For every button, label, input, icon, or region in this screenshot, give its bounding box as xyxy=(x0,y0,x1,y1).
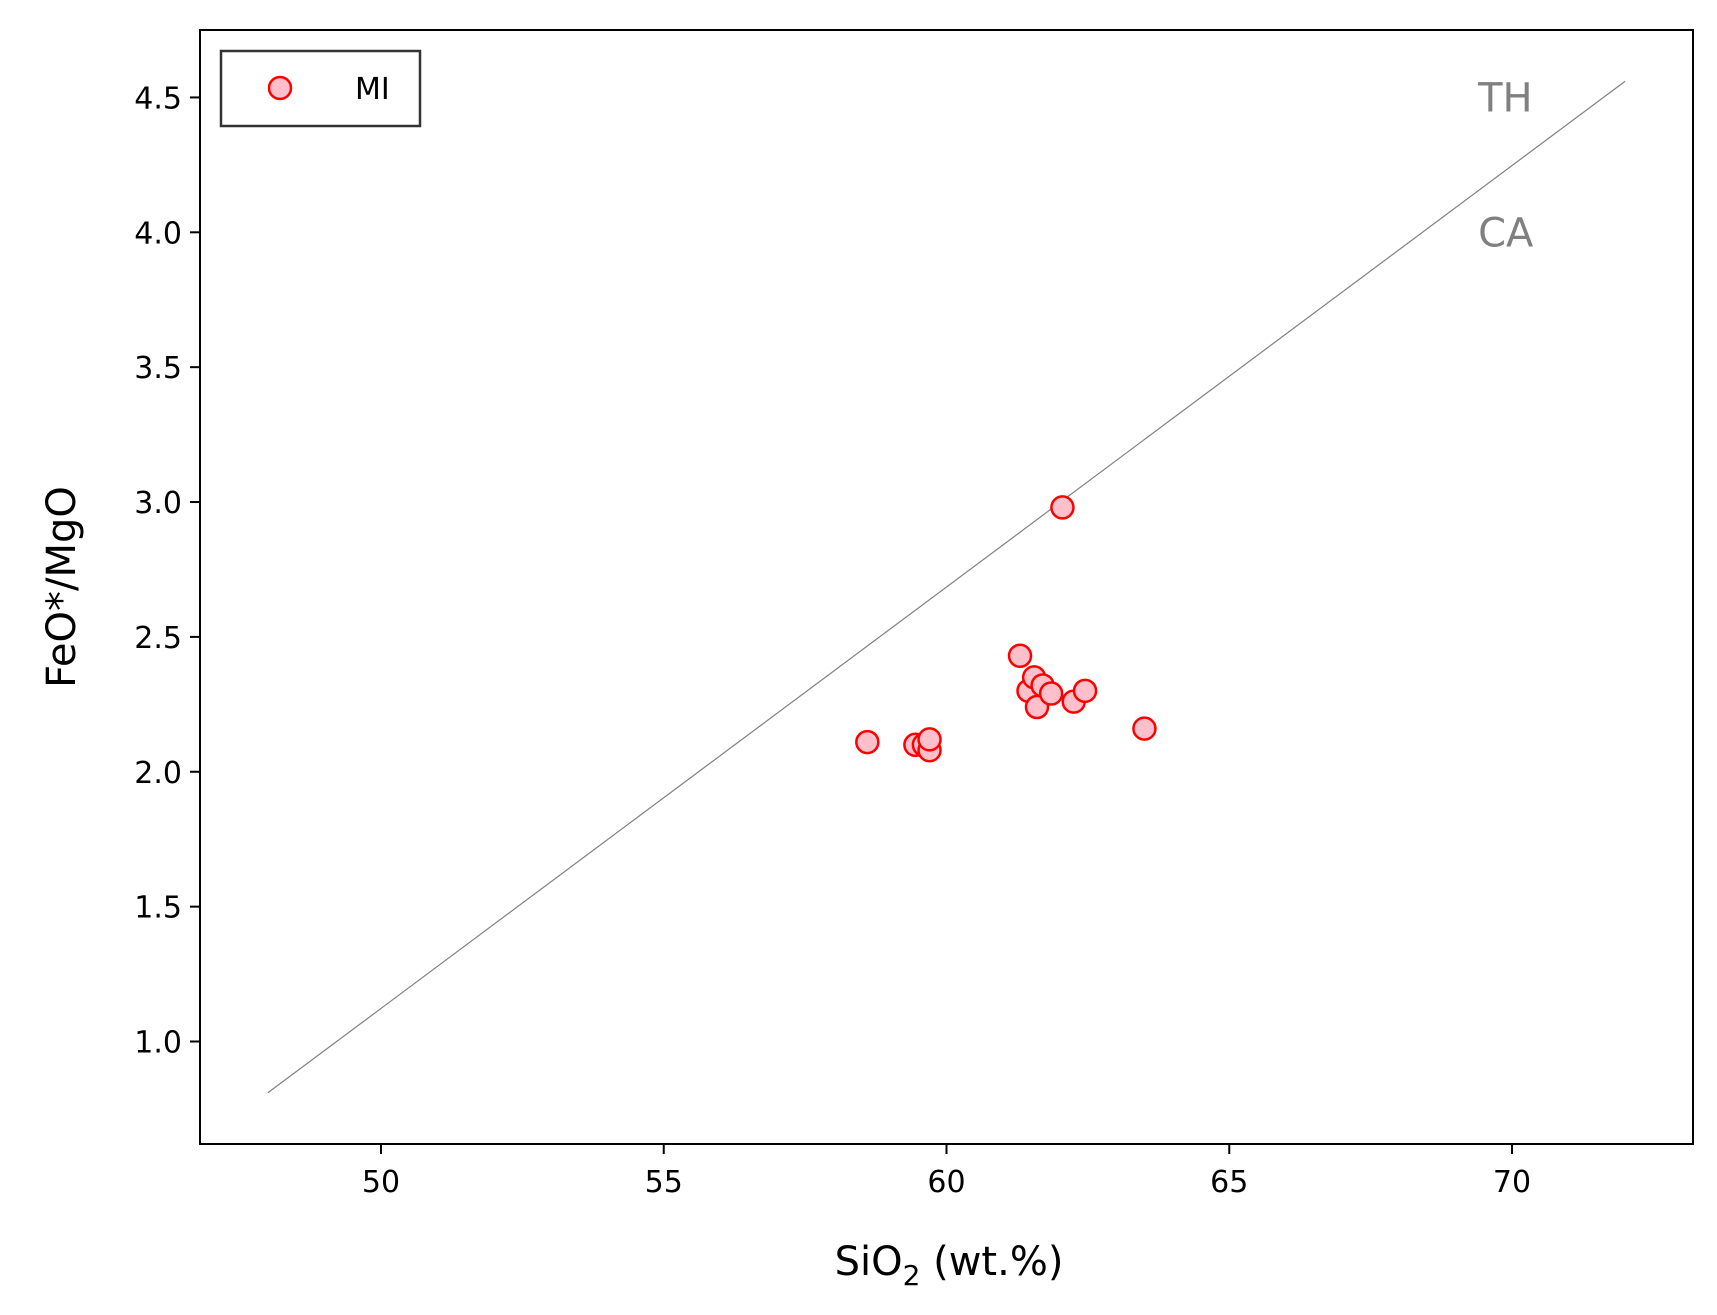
x-axis: 50 55 60 65 70 xyxy=(362,1144,1531,1200)
y-tick-label: 2.5 xyxy=(134,621,182,656)
data-point xyxy=(1038,681,1064,706)
data-point xyxy=(1072,678,1098,704)
y-tick-label: 1.5 xyxy=(134,891,182,926)
data-point xyxy=(855,729,880,755)
x-tick-label: 70 xyxy=(1493,1165,1531,1200)
x-axis-title-base: SiO xyxy=(835,1239,903,1285)
scatter-points xyxy=(855,495,1157,763)
y-tick-label: 3.5 xyxy=(134,351,182,386)
x-tick-label: 50 xyxy=(362,1165,400,1200)
y-tick-label: 2.0 xyxy=(134,756,182,791)
y-tick-label: 4.5 xyxy=(134,81,182,116)
data-point xyxy=(1132,716,1157,741)
y-axis-title: FeO*/MgO xyxy=(39,486,85,688)
y-axis: 1.0 1.5 2.0 2.5 3.0 3.5 4.0 4.5 xyxy=(134,81,200,1061)
annotation-th: TH xyxy=(1477,75,1533,121)
data-point xyxy=(917,727,942,752)
x-axis-title-suffix: (wt.%) xyxy=(920,1239,1063,1285)
legend-marker xyxy=(267,75,293,101)
y-tick-label: 4.0 xyxy=(134,216,182,251)
x-tick-label: 55 xyxy=(645,1165,683,1200)
x-axis-title-subscript: 2 xyxy=(903,1259,921,1292)
x-tick-label: 60 xyxy=(927,1165,965,1200)
th-ca-divider-line xyxy=(267,80,1626,1094)
legend: MI xyxy=(219,49,422,128)
annotations: TH CA xyxy=(1477,75,1534,256)
data-point xyxy=(1050,495,1075,520)
annotation-ca: CA xyxy=(1478,210,1534,256)
data-point xyxy=(1007,643,1033,669)
y-tick-label: 1.0 xyxy=(134,1026,182,1061)
legend-label: MI xyxy=(355,72,390,107)
x-axis-title: SiO2 (wt.%) xyxy=(835,1239,1064,1292)
legend-box xyxy=(219,49,422,128)
y-tick-label: 3.0 xyxy=(134,486,182,521)
x-tick-label: 65 xyxy=(1210,1165,1248,1200)
